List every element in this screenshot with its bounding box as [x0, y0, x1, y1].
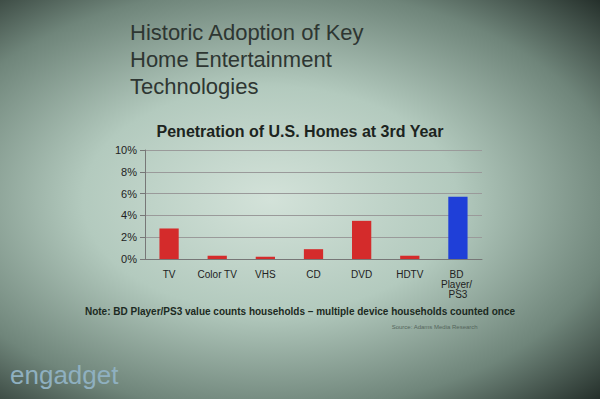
svg-text:Note: BD Player/PS3 value coun: Note: BD Player/PS3 value counts househo…	[85, 306, 516, 317]
svg-text:Penetration of U.S. Homes at 3: Penetration of U.S. Homes at 3rd Year	[157, 123, 444, 140]
svg-text:VHS: VHS	[255, 269, 276, 280]
svg-text:8%: 8%	[121, 166, 137, 178]
svg-text:Player/: Player/	[441, 278, 475, 290]
svg-text:Color TV: Color TV	[198, 269, 238, 280]
svg-text:Source: Adams Media Research: Source: Adams Media Research	[392, 324, 478, 330]
svg-text:engadget: engadget	[10, 360, 119, 390]
svg-text:BD: BD	[449, 268, 467, 280]
svg-text:CD: CD	[306, 269, 320, 280]
svg-text:4%: 4%	[121, 209, 137, 221]
svg-text:DVD: DVD	[351, 269, 372, 280]
svg-text:Technologies: Technologies	[130, 74, 258, 99]
svg-text:HDTV: HDTV	[396, 269, 424, 280]
svg-text:2%: 2%	[121, 231, 137, 243]
svg-text:10%: 10%	[115, 144, 137, 156]
svg-text:0%: 0%	[121, 253, 137, 265]
svg-text:6%: 6%	[121, 188, 137, 200]
svg-text:TV: TV	[163, 269, 176, 280]
svg-text:Historic Adoption of Key: Historic Adoption of Key	[130, 20, 370, 45]
svg-text:Home Entertainment: Home Entertainment	[130, 47, 338, 72]
svg-text:PS3: PS3	[448, 289, 467, 300]
